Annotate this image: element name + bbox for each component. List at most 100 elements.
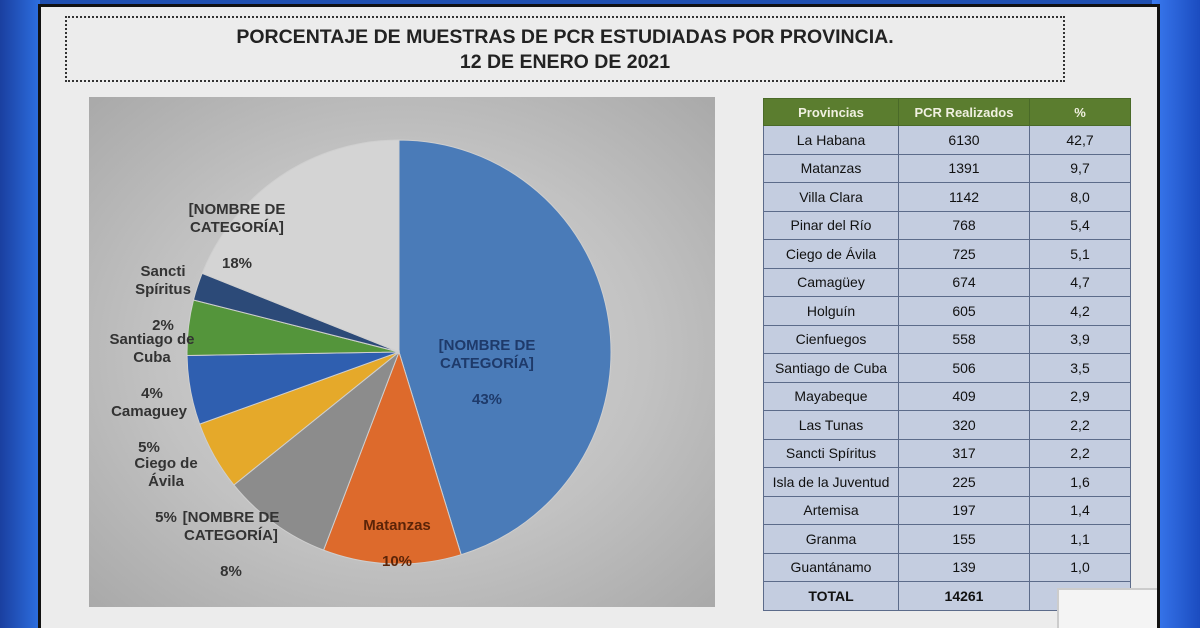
slice-label-value: 43% (471, 391, 503, 408)
background-right (1152, 0, 1200, 628)
table-row: La Habana 6130 42,7 (763, 125, 1131, 155)
background-left (0, 0, 40, 628)
cell-provincia: Cienfuegos (763, 324, 899, 354)
slice-label-name: Camaguey (111, 403, 187, 420)
cell-pcr: 14261 (898, 581, 1030, 611)
table-row: Isla de la Juventud 225 1,6 (763, 467, 1131, 497)
cell-pcr: 558 (898, 324, 1030, 354)
cell-pcr: 409 (898, 381, 1030, 411)
cell-provincia: Artemisa (763, 495, 899, 525)
cell-pcr: 725 (898, 239, 1030, 269)
pie-slice-2 (233, 350, 401, 551)
table-header-row: Provincias PCR Realizados % (763, 98, 1131, 126)
slice-label-third: [NOMBRE DE CATEGORÍA] 8% (175, 491, 287, 599)
cell-percent: 3,9 (1029, 324, 1131, 354)
cell-percent: 2,2 (1029, 438, 1131, 468)
cell-pcr: 1142 (898, 182, 1030, 212)
cell-provincia: Villa Clara (763, 182, 899, 212)
cell-pcr: 605 (898, 296, 1030, 326)
cell-pcr: 139 (898, 552, 1030, 582)
slice-label-name: Ciego de Ávila (134, 455, 198, 490)
cell-percent: 42,7 (1029, 125, 1131, 155)
cell-pcr: 506 (898, 353, 1030, 383)
pie-slice-7 (201, 139, 400, 353)
cell-percent: 5,4 (1029, 210, 1131, 240)
slice-label-other: [NOMBRE DE CATEGORÍA] 18% (175, 183, 299, 291)
cell-percent: 8,0 (1029, 182, 1131, 212)
cell-provincia: Matanzas (763, 153, 899, 183)
table-row: Guantánamo 139 1,0 (763, 552, 1131, 582)
cell-pcr: 197 (898, 495, 1030, 525)
slice-label-santiago: Santiago de Cuba 4% (91, 313, 213, 421)
cell-provincia: Holguín (763, 296, 899, 326)
pie-slice-1 (322, 350, 462, 565)
slice-label-matanzas: Matanzas 10% (337, 499, 457, 589)
cell-percent: 2,9 (1029, 381, 1131, 411)
cell-percent: 2,2 (1029, 410, 1131, 440)
chart-title-box: PORCENTAJE DE MUESTRAS DE PCR ESTUDIADAS… (65, 16, 1065, 82)
cell-percent: 4,2 (1029, 296, 1131, 326)
table-row: Camagüey 674 4,7 (763, 267, 1131, 297)
cell-percent: 1,6 (1029, 467, 1131, 497)
header-provincias: Provincias (763, 98, 899, 126)
cell-provincia: La Habana (763, 125, 899, 155)
cell-pcr: 768 (898, 210, 1030, 240)
slice-label-largest: [NOMBRE DE CATEGORÍA] 43% (407, 319, 567, 427)
cell-provincia: Guantánamo (763, 552, 899, 582)
slice-label-value: 4% (141, 385, 163, 402)
cell-provincia: Sancti Spíritus (763, 438, 899, 468)
cell-percent: 1,1 (1029, 524, 1131, 554)
cell-percent: 5,1 (1029, 239, 1131, 269)
table-body: La Habana 6130 42,7 Matanzas 1391 9,7 Villa Cl… (763, 125, 1131, 611)
cell-pcr: 674 (898, 267, 1030, 297)
slice-label-name: Matanzas (363, 517, 431, 534)
slice-label-value: 2% (152, 317, 174, 334)
cell-percent: 3,5 (1029, 353, 1131, 383)
table-row: Villa Clara 1142 8,0 (763, 182, 1131, 212)
table-row: Las Tunas 320 2,2 (763, 410, 1131, 440)
slice-label-value: 8% (220, 563, 242, 580)
cell-provincia: Camagüey (763, 267, 899, 297)
pcr-table: Provincias PCR Realizados % La Habana 613… (763, 98, 1131, 611)
pie-slice-0 (398, 139, 612, 556)
cell-percent: 1,4 (1029, 495, 1131, 525)
slice-label-name: Santiago de Cuba (109, 331, 195, 366)
cell-provincia: Las Tunas (763, 410, 899, 440)
table-row: Cienfuegos 558 3,9 (763, 324, 1131, 354)
cell-pcr: 320 (898, 410, 1030, 440)
cell-provincia: Mayabeque (763, 381, 899, 411)
header-pcr-realizados: PCR Realizados (898, 98, 1030, 126)
slice-label-name: Sancti Spíritus (135, 263, 191, 298)
table-row: Granma 155 1,1 (763, 524, 1131, 554)
table-row: Santiago de Cuba 506 3,5 (763, 353, 1131, 383)
header-percent: % (1029, 98, 1131, 126)
pie-chart-panel: [NOMBRE DE CATEGORÍA] 43% Matanzas 10% [… (89, 97, 715, 607)
cell-pcr: 225 (898, 467, 1030, 497)
slide: PORCENTAJE DE MUESTRAS DE PCR ESTUDIADAS… (38, 4, 1160, 628)
slice-label-ciego: Ciego de Ávila 5% (119, 437, 213, 545)
slice-label-value: 5% (138, 439, 160, 456)
pie-chart (186, 139, 612, 565)
slice-label-name: [NOMBRE DE CATEGORÍA] (188, 201, 286, 236)
cell-provincia: TOTAL (763, 581, 899, 611)
cell-provincia: Santiago de Cuba (763, 353, 899, 383)
cell-provincia: Isla de la Juventud (763, 467, 899, 497)
chart-title: PORCENTAJE DE MUESTRAS DE PCR ESTUDIADAS… (236, 26, 894, 48)
slice-label-value: 5% (155, 509, 177, 526)
cell-pcr: 6130 (898, 125, 1030, 155)
cell-provincia: Pinar del Río (763, 210, 899, 240)
table-row: Sancti Spíritus 317 2,2 (763, 438, 1131, 468)
table-row: Holguín 605 4,2 (763, 296, 1131, 326)
cell-pcr: 1391 (898, 153, 1030, 183)
corner-overlay (1057, 588, 1157, 628)
cell-percent: 1,0 (1029, 552, 1131, 582)
table-row: Ciego de Ávila 725 5,1 (763, 239, 1131, 269)
cell-percent: 9,7 (1029, 153, 1131, 183)
cell-pcr: 317 (898, 438, 1030, 468)
slice-label-name: [NOMBRE DE CATEGORÍA] (438, 337, 536, 372)
cell-provincia: Ciego de Ávila (763, 239, 899, 269)
slice-label-sancti: Sancti Spíritus 2% (119, 245, 207, 353)
table-row: Matanzas 1391 9,7 (763, 153, 1131, 183)
slice-label-value: 18% (221, 255, 253, 272)
cell-percent: 4,7 (1029, 267, 1131, 297)
